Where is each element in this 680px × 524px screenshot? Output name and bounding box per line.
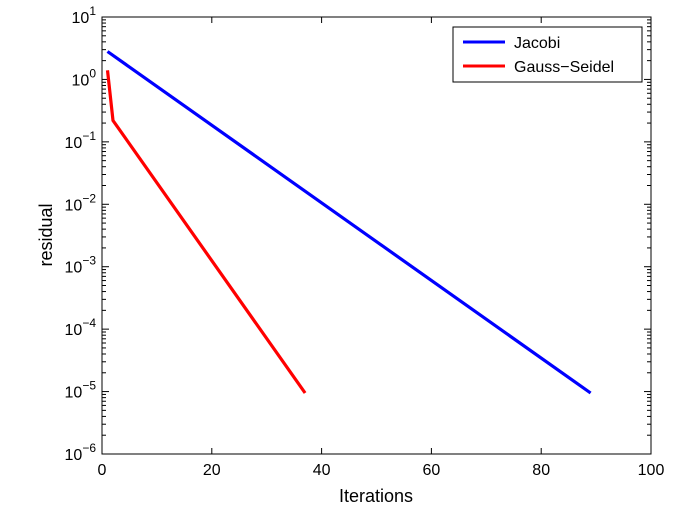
y-tick-base: 10 [65,322,83,339]
y-tick-base: 10 [65,260,83,277]
series-line-jacobi [106,50,592,395]
y-tick-base: 10 [65,385,83,402]
y-tick-label: 10−5 [65,379,97,402]
legend-box [452,26,643,83]
y-tick-base: 10 [72,72,90,89]
y-tick-exponent: −2 [82,191,96,205]
y-tick-label: 10−2 [65,191,97,214]
y-tick-base: 10 [72,10,90,27]
legend-label-jacobi: Jacobi [514,35,560,52]
legend-label-gauss-seidel: Gauss−Seidel [514,59,614,76]
y-tick-exponent: −6 [82,441,96,455]
y-tick-exponent: −1 [82,129,96,143]
y-tick-base: 10 [65,197,83,214]
y-tick-label: 10−4 [65,316,97,339]
y-tick-label: 101 [72,4,97,27]
x-tick-label: 100 [638,462,665,479]
series-line-gauss-seidel [105,70,307,394]
x-tick-label: 0 [98,462,107,479]
x-tick-label: 60 [423,462,441,479]
legend: Jacobi Gauss−Seidel [452,26,643,83]
y-tick-label: 10−1 [65,129,97,152]
x-tick-label: 20 [203,462,221,479]
y-tick-exponent: −4 [82,316,96,330]
y-tick-exponent: −3 [82,254,96,268]
plot-area [101,16,652,455]
y-tick-base: 10 [65,135,83,152]
y-tick-base: 10 [65,447,83,464]
y-tick-exponent: 1 [89,4,96,18]
ticks: 0 20 40 60 80 10010−610−510−410−310−210−11001… [65,4,665,479]
y-tick-exponent: −5 [82,379,96,393]
x-axis-label: Iterations [339,486,413,506]
x-tick-label: 80 [532,462,550,479]
y-tick-label: 10−3 [65,254,97,277]
y-tick-label: 10−6 [65,441,97,464]
y-axis-label: residual [36,203,56,266]
series-lines [105,50,592,395]
y-tick-label: 100 [72,66,97,89]
x-tick-label: 40 [313,462,331,479]
y-tick-exponent: 0 [89,66,96,80]
